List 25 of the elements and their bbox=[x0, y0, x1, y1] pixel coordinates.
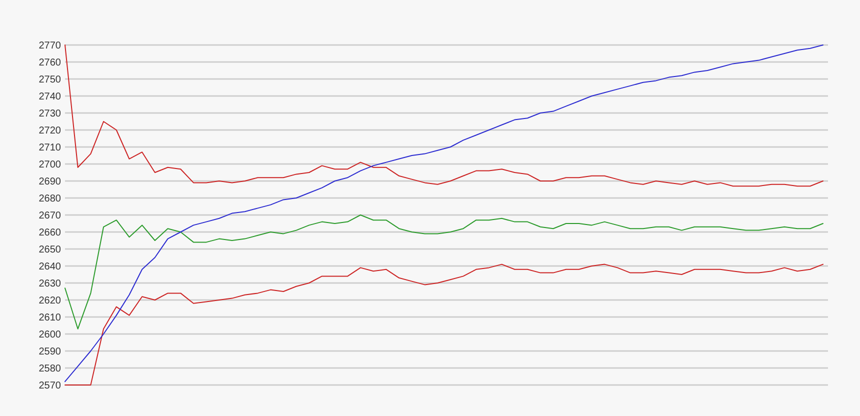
y-tick-label: 2750 bbox=[38, 74, 62, 86]
y-tick-label: 2660 bbox=[38, 228, 62, 238]
line-series bbox=[64, 44, 824, 187]
y-tick-label: 2690 bbox=[38, 176, 62, 188]
y-tick-label: 2610 bbox=[38, 312, 62, 324]
y-tick-label: 2720 bbox=[38, 126, 62, 136]
y-tick-label: 2670 bbox=[38, 210, 62, 222]
y-tick-label: 2620 bbox=[38, 296, 62, 306]
y-tick-label: 2590 bbox=[38, 346, 62, 358]
y-tick-label: 2630 bbox=[38, 278, 62, 290]
y-tick-label: 2760 bbox=[38, 58, 62, 68]
y-tick-label: 2730 bbox=[38, 108, 62, 120]
y-tick-label: 2640 bbox=[38, 262, 62, 272]
y-tick-label: 2600 bbox=[38, 330, 62, 340]
y-tick-label: 2580 bbox=[38, 364, 62, 374]
y-tick-label: 2650 bbox=[38, 244, 62, 256]
line-series bbox=[64, 214, 824, 330]
y-tick-label: 2770 bbox=[38, 40, 62, 52]
line-series bbox=[64, 44, 824, 382]
y-tick-label: 2680 bbox=[38, 194, 62, 204]
y-tick-label: 2740 bbox=[38, 92, 62, 102]
y-tick-label: 2710 bbox=[38, 142, 62, 154]
y-tick-label: 2570 bbox=[38, 380, 62, 392]
line-series bbox=[64, 264, 824, 386]
y-tick-label: 2700 bbox=[38, 160, 62, 170]
